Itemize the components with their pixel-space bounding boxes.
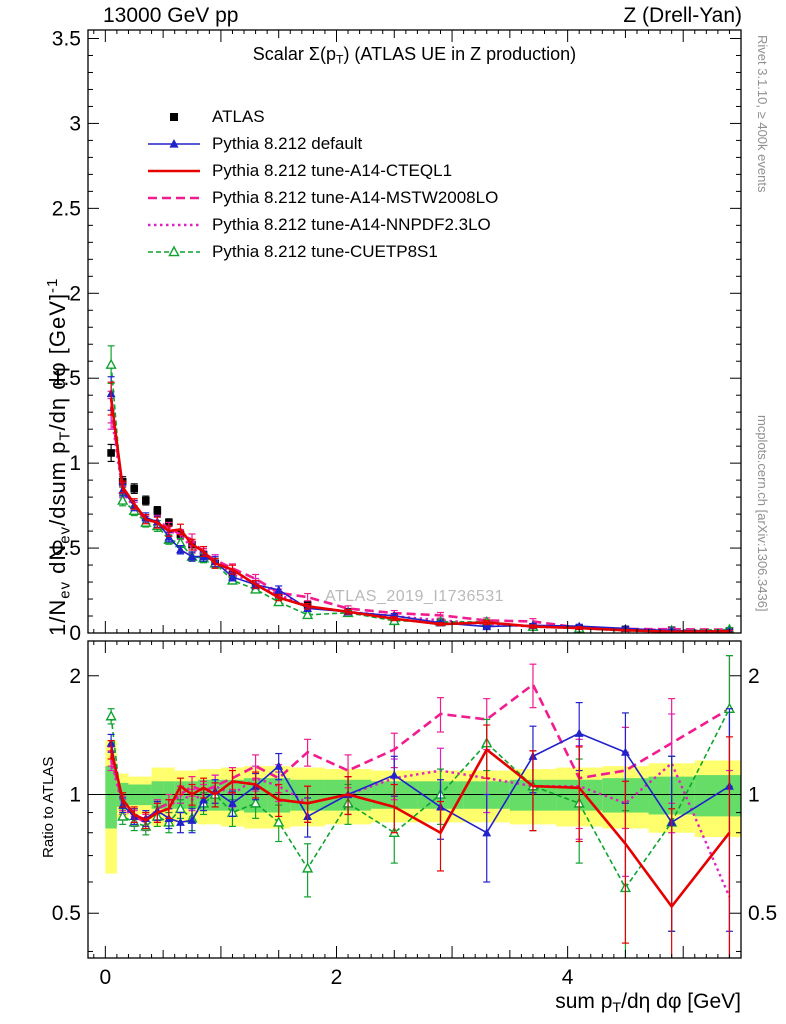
legend-marker — [148, 223, 200, 226]
xlabel-seg: /dη dφ [GeV] — [621, 990, 741, 1013]
series-pythia-8.212-tune-a14-cteql1 — [107, 724, 733, 958]
main-series — [105, 345, 735, 633]
x-axis-label: sum pT/dη dφ [GeV] — [555, 990, 741, 1016]
legend-item: Pythia 8.212 tune-A14-NNPDF2.3LO — [145, 211, 498, 238]
legend-label: Pythia 8.212 tune-A14-NNPDF2.3LO — [212, 214, 491, 234]
plot-title: Scalar Σ(pT) (ATLAS UE in Z production) — [88, 44, 741, 66]
tick-label: 1 — [69, 783, 81, 806]
tick-label: 2 — [331, 966, 343, 989]
plot-title-subscript: T — [335, 52, 344, 67]
tick-label: 2.5 — [52, 197, 81, 220]
ratio-series — [105, 654, 736, 958]
tick-label: 0 — [99, 966, 111, 989]
tick-label: 2 — [69, 665, 81, 688]
tick-label: 0.5 — [52, 537, 81, 560]
green-band-bin — [105, 766, 117, 829]
analysis-id-watermark: ATLAS_2019_I1736531 — [324, 588, 505, 605]
ylabel-sub: T — [56, 430, 74, 441]
series-pythia-8.212-tune-cuetp8s1 — [105, 654, 736, 958]
series-pythia-8.212-tune-a14-cteql1 — [107, 381, 733, 633]
tick-label: 3 — [69, 112, 81, 135]
xlabel-seg: sum p — [555, 990, 613, 1013]
tick-label: 2 — [748, 665, 760, 688]
legend-label: ATLAS — [212, 106, 265, 126]
header-beam-energy: 13000 GeV pp — [103, 4, 239, 27]
legend-label: Pythia 8.212 tune-A14-CTEQL1 — [212, 160, 453, 180]
green-band-bin — [151, 781, 164, 809]
legend-item: Pythia 8.212 default — [145, 130, 498, 157]
legend-marker — [148, 245, 200, 256]
y-axis-label-main: 1/Nev dNev/dsum pT/dη dφ [GeV]-1 — [44, 278, 73, 636]
legend-marker — [148, 138, 200, 148]
tick-label: 3.5 — [52, 27, 81, 50]
legend-marker — [170, 112, 178, 121]
legend-item: ATLAS — [145, 103, 498, 130]
ylabel-sub: ev — [56, 525, 74, 544]
tick-label: 4 — [562, 966, 574, 989]
legend-label: Pythia 8.212 tune-CUETP8S1 — [212, 241, 438, 261]
plot-title-text: Scalar Σ(p — [252, 44, 336, 64]
legend: ATLAS Pythia 8.212 default Pythia 8.212 tu… — [145, 103, 498, 265]
tick-label: 0 — [69, 622, 81, 645]
plot-title-text2: ) (ATLAS UE in Z production) — [343, 44, 577, 64]
ylabel-sub: ev — [56, 580, 74, 599]
ylabel-seg: /dη dφ [GeV] — [45, 292, 71, 431]
tick-label: 1 — [748, 783, 760, 806]
legend-marker — [148, 196, 200, 199]
header-process: Z (Drell-Yan) — [623, 4, 742, 27]
tick-label: 1 — [69, 452, 81, 475]
legend-item: Pythia 8.212 tune-A14-MSTW2008LO — [145, 184, 498, 211]
tick-label: 2 — [69, 282, 81, 305]
axis-tick-labels: 0 0.5 1 1.5 2 2.5 3 3.5 0.5 0.5 1 1 2 2 0 2 4 — [52, 27, 777, 989]
tick-label: 0.5 — [748, 902, 777, 925]
series-pythia-8.212-tune-a14-nnpdf2.3lo — [107, 713, 733, 958]
axis-ticks — [88, 30, 741, 958]
y-axis-label-ratio: Ratio to ATLAS — [40, 756, 57, 858]
legend-label: Pythia 8.212 default — [212, 133, 363, 153]
tick-label: 0.5 — [52, 902, 81, 925]
xlabel-sub: T — [612, 999, 622, 1016]
ylabel-seg: dN — [45, 543, 71, 581]
series-atlas — [107, 443, 734, 633]
green-band-bin — [694, 775, 741, 817]
ylabel-seg: /dsum p — [45, 440, 71, 526]
legend-marker — [148, 169, 200, 172]
ylabel-sup: -1 — [44, 277, 61, 293]
tick-label: 1.5 — [52, 367, 81, 390]
panel-frames — [87, 29, 742, 959]
ylabel-seg: 1/N — [45, 598, 71, 636]
legend-label: Pythia 8.212 tune-A14-MSTW2008LO — [212, 187, 499, 207]
legend-item: Pythia 8.212 tune-A14-CTEQL1 — [145, 157, 498, 184]
legend-item: Pythia 8.212 tune-CUETP8S1 — [145, 238, 498, 265]
